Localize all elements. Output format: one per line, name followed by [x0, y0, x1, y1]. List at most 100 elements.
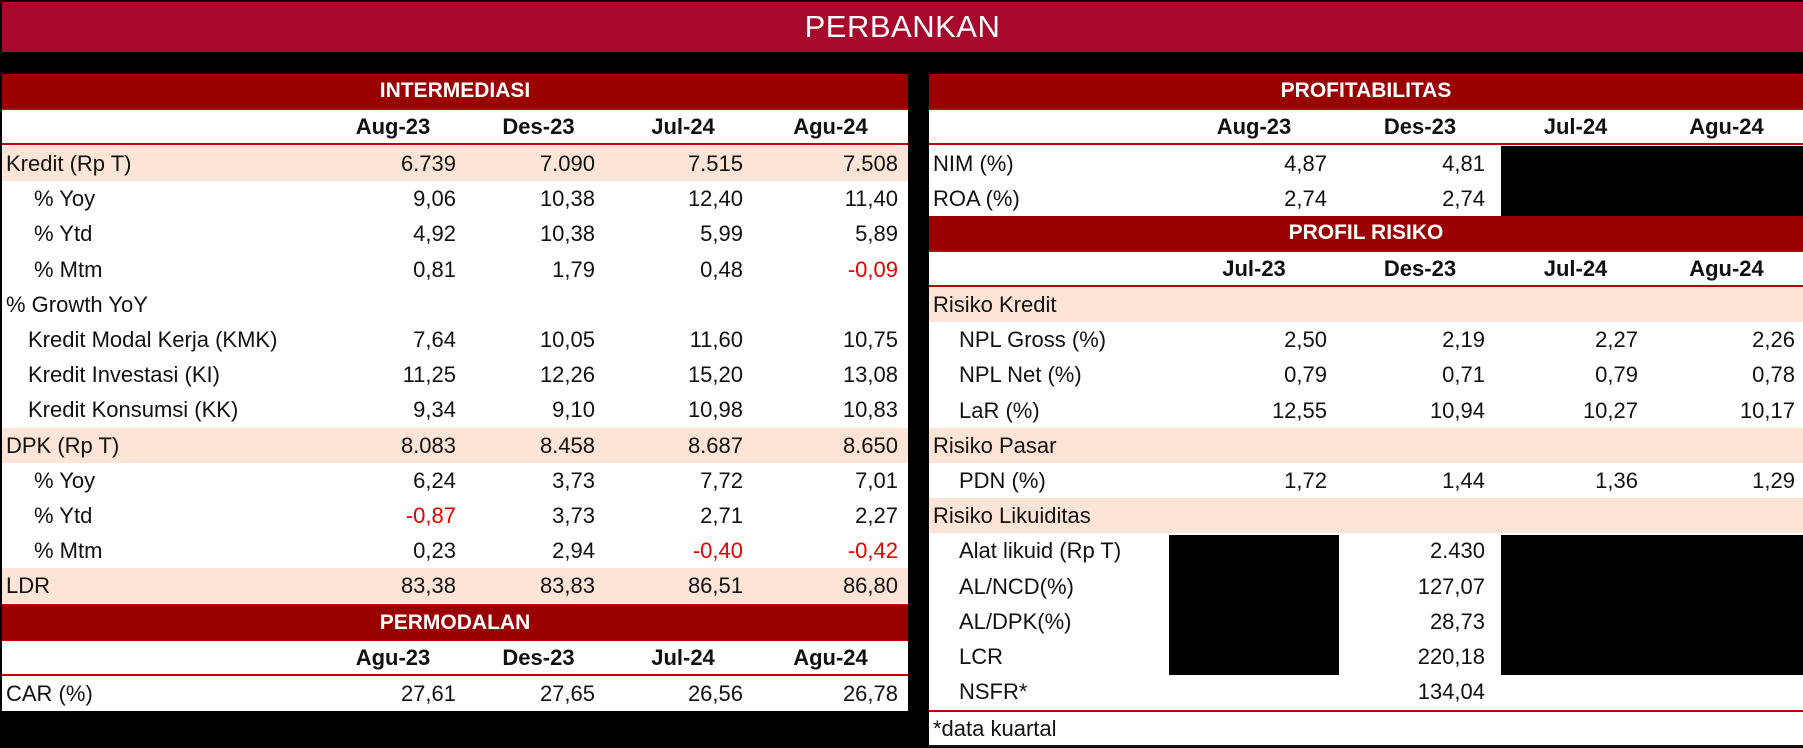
- cell-value: 13,08: [842, 362, 898, 388]
- cell-value: 7.508: [842, 151, 898, 176]
- cell-value: 0,79: [1284, 362, 1327, 388]
- table-row: % Ytd 4,92 10,38 5,99 5,89: [2, 216, 908, 251]
- cell-value: 7.515: [687, 151, 743, 176]
- column-label: Agu-24: [1689, 114, 1764, 139]
- cell-value: 26,78: [842, 681, 898, 706]
- cell-value: 11,40: [844, 186, 898, 212]
- cell-value: 27,65: [539, 681, 595, 706]
- row-label: NPL Gross (%): [959, 327, 1107, 353]
- cell-value: [1169, 428, 1327, 463]
- footnote-text: *data kuartal: [933, 716, 1057, 741]
- cell-value: 4,92: [413, 221, 456, 247]
- table-row: Risiko Pasar: [929, 427, 1803, 463]
- column-label: Des-23: [1383, 114, 1457, 139]
- table-row: Risiko Likuiditas: [929, 498, 1803, 534]
- row-label: Risiko Kredit: [933, 292, 1057, 317]
- row-label: % Mtm: [34, 538, 103, 564]
- cell-value: 6,24: [413, 467, 456, 493]
- row-label: % Ytd: [34, 221, 93, 247]
- cell-value: 1,29: [1752, 468, 1795, 493]
- redacted-block: [1501, 146, 1803, 216]
- row-label: ROA (%): [933, 186, 1020, 212]
- cell-value: [1501, 674, 1638, 709]
- row-label: Risiko Pasar: [933, 432, 1057, 458]
- cell-value: 4,81: [1442, 151, 1485, 176]
- table-row: % Mtm 0,81 1,79 0,48 -0,09: [2, 252, 908, 287]
- cell-value: 9,06: [413, 186, 456, 212]
- cell-value: 2,27: [855, 503, 898, 528]
- table-row: NPL Gross (%) 2,50 2,19 2,27 2,26: [929, 322, 1803, 357]
- row-label: Kredit (Rp T): [6, 151, 132, 176]
- row-label: Alat likuid (Rp T): [959, 538, 1122, 564]
- row-label: LDR: [6, 573, 51, 599]
- table-row: NIM (%) 4,87 4,81: [929, 146, 1803, 181]
- cell-value: [1339, 428, 1485, 463]
- cell-value: 2,74: [1284, 186, 1327, 212]
- cell-value: 12,55: [1271, 397, 1327, 423]
- row-label: NPL Net (%): [959, 362, 1082, 388]
- cell-value: 83,38: [400, 573, 456, 599]
- cell-value: 8.687: [687, 432, 743, 458]
- column-label: Jul-23: [1222, 256, 1286, 281]
- table-row: LDR 83,38 83,83 86,51 86,80: [2, 568, 908, 604]
- cell-value: 10,75: [842, 327, 898, 352]
- table-row: AL/DPK(%) 28,73: [929, 604, 1803, 639]
- cell-value: [1650, 428, 1795, 463]
- cell-value: -0,40: [692, 538, 743, 564]
- cell-value: 2,27: [1595, 327, 1638, 353]
- cell-value: 86,80: [842, 573, 898, 599]
- row-label: % Yoy: [34, 467, 96, 493]
- cell-value: 12,26: [539, 362, 595, 388]
- cell-value: 86,51: [687, 573, 743, 599]
- cell-value: [1169, 674, 1327, 709]
- cell-value: 1,36: [1595, 468, 1638, 493]
- table-row: Kredit Investasi (KI) 11,25 12,26 15,20 13,0…: [2, 357, 908, 392]
- cell-value: 5,99: [700, 221, 743, 247]
- cell-value: 4,87: [1284, 151, 1327, 176]
- cell-value: -0,09: [847, 256, 898, 282]
- row-label: % Growth YoY: [6, 291, 148, 317]
- cell-value: 6.739: [400, 151, 456, 176]
- cell-value: 127,07: [1417, 573, 1485, 599]
- row-label: NSFR*: [959, 679, 1028, 705]
- row-label: LaR (%): [959, 397, 1040, 423]
- cell-value: 2.430: [1429, 538, 1485, 564]
- row-label: Kredit Investasi (KI): [28, 362, 220, 388]
- cell-value: [1501, 498, 1638, 533]
- row-label: % Yoy: [34, 186, 96, 212]
- cell-value: 10,94: [1429, 397, 1485, 423]
- column-label: Agu-24: [1689, 256, 1764, 281]
- cell-value: [1169, 287, 1327, 322]
- row-label: Kredit Konsumsi (KK): [28, 397, 239, 423]
- profitabilitas-header: PROFITABILITAS: [929, 74, 1803, 110]
- table-row: AL/NCD(%) 127,07: [929, 569, 1803, 604]
- cell-value: 3,73: [552, 503, 595, 528]
- table-row: Kredit Modal Kerja (KMK) 7,64 10,05 11,60 10…: [2, 322, 908, 357]
- cell-value: 26,56: [687, 681, 743, 706]
- table-row: Risiko Kredit: [929, 287, 1803, 322]
- cell-value: 0,71: [1442, 362, 1485, 388]
- column-label: Agu-24: [793, 114, 868, 139]
- table-row: NPL Net (%) 0,79 0,71 0,79 0,78: [929, 357, 1803, 392]
- table-row: NSFR* 134,04: [929, 674, 1803, 709]
- column-label: Des-23: [502, 645, 575, 670]
- table-row: % Mtm 0,23 2,94 -0,40 -0,42: [2, 533, 908, 568]
- divider: [929, 745, 1803, 747]
- table-row: Kredit (Rp T) 6.739 7.090 7.515 7.508: [2, 146, 908, 181]
- row-label: NIM (%): [933, 151, 1014, 176]
- column-label: Des-23: [1383, 256, 1457, 281]
- cell-value: 8.083: [400, 432, 456, 458]
- cell-value: 12,40: [687, 186, 743, 212]
- cell-value: 8.458: [539, 432, 595, 458]
- permodalan-column-header: Agu-23 Des-23 Jul-24 Agu-24: [2, 641, 908, 676]
- cell-value: [753, 287, 898, 322]
- cell-value: 0,78: [1752, 362, 1795, 388]
- cell-value: 27,61: [400, 681, 456, 706]
- right-panel: PROFITABILITAS Aug-23 Des-23 Jul-24 Agu-…: [929, 74, 1803, 747]
- table-row: LaR (%) 12,55 10,94 10,27 10,17: [929, 393, 1803, 428]
- row-label: AL/DPK(%): [959, 608, 1072, 634]
- cell-value: -0,42: [847, 538, 898, 564]
- row-label: DPK (Rp T): [6, 432, 120, 458]
- permodalan-header: PERMODALAN: [2, 604, 908, 642]
- cell-value: 7,64: [413, 327, 456, 352]
